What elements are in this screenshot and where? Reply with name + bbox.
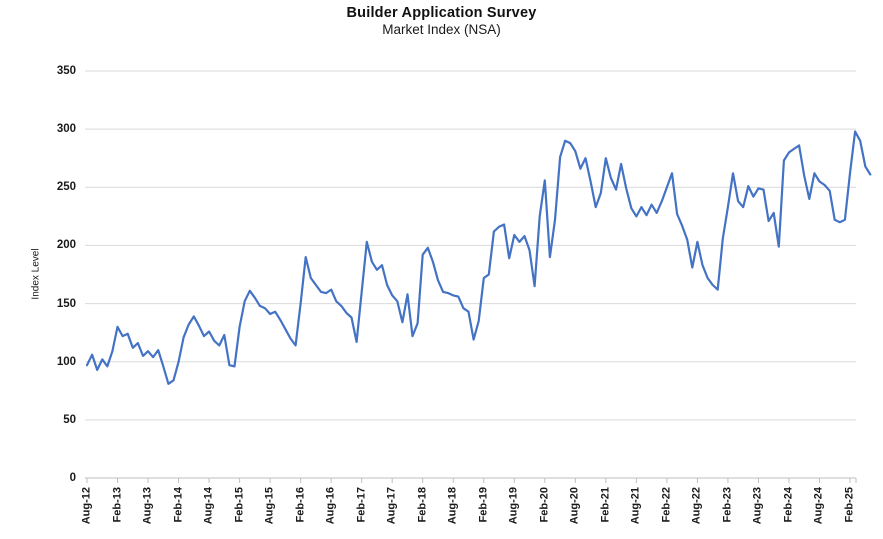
index-line xyxy=(85,130,872,385)
x-axis-tick-label-Feb-19: Feb-19 xyxy=(477,487,490,523)
y-axis-tick-label-50: 50 xyxy=(63,413,76,426)
x-axis-tick-label-Aug-21: Aug-21 xyxy=(629,487,642,525)
y-axis-tick-label-100: 100 xyxy=(56,355,76,368)
chart-subtitle: Market Index (NSA) xyxy=(382,22,501,37)
y-axis-tick-label-250: 250 xyxy=(56,181,76,194)
x-axis-tick-label-Aug-18: Aug-18 xyxy=(446,487,459,525)
y-axis-tick-label-350: 350 xyxy=(56,65,76,77)
x-axis-tick-label-Aug-23: Aug-23 xyxy=(751,487,764,525)
x-axis-tick-label-Feb-14: Feb-14 xyxy=(172,487,185,523)
y-axis-tick-label-300: 300 xyxy=(56,123,76,136)
x-axis-tick-label-Feb-22: Feb-22 xyxy=(660,487,673,523)
index-line-series xyxy=(85,130,872,385)
x-axis-tick-label-Feb-21: Feb-21 xyxy=(599,487,612,523)
gridlines xyxy=(85,70,856,479)
y-axis-tick-label-200: 200 xyxy=(56,239,76,252)
x-axis-line xyxy=(86,478,857,483)
y-axis-tick-label-0: 0 xyxy=(69,472,76,484)
x-axis-tick-label-Feb-16: Feb-16 xyxy=(294,487,307,523)
x-axis-tick-label-Aug-13: Aug-13 xyxy=(141,487,154,525)
x-axis-tick-label-Aug-22: Aug-22 xyxy=(690,487,703,525)
x-axis-tick-label-Aug-12: Aug-12 xyxy=(80,487,93,525)
x-axis-tick-label-Feb-24: Feb-24 xyxy=(782,487,795,523)
x-axis-tick-label-Aug-17: Aug-17 xyxy=(385,487,398,525)
x-axis-tick-label-Aug-16: Aug-16 xyxy=(324,487,337,525)
x-axis-tick-label-Feb-17: Feb-17 xyxy=(355,487,368,523)
x-axis-tick-label-Aug-20: Aug-20 xyxy=(568,487,581,525)
x-axis-tick-label-Feb-20: Feb-20 xyxy=(538,487,551,523)
chart-title: Builder Application Survey xyxy=(346,5,537,21)
x-axis-tick-label-Aug-24: Aug-24 xyxy=(812,487,825,525)
x-axis-tick-label-Feb-23: Feb-23 xyxy=(721,487,734,523)
x-axis-tick-label-Aug-15: Aug-15 xyxy=(263,487,276,525)
x-axis-tick-label-Feb-13: Feb-13 xyxy=(111,487,124,523)
x-axis-tick-label-Aug-19: Aug-19 xyxy=(507,487,520,525)
x-axis-tick-label-Feb-18: Feb-18 xyxy=(416,487,429,523)
x-axis-tick-label-Aug-14: Aug-14 xyxy=(202,487,215,525)
x-axis-tick-label-Feb-25: Feb-25 xyxy=(843,487,856,523)
y-axis-tick-label-150: 150 xyxy=(56,297,76,310)
x-axis-tick-label-Feb-15: Feb-15 xyxy=(233,487,246,523)
